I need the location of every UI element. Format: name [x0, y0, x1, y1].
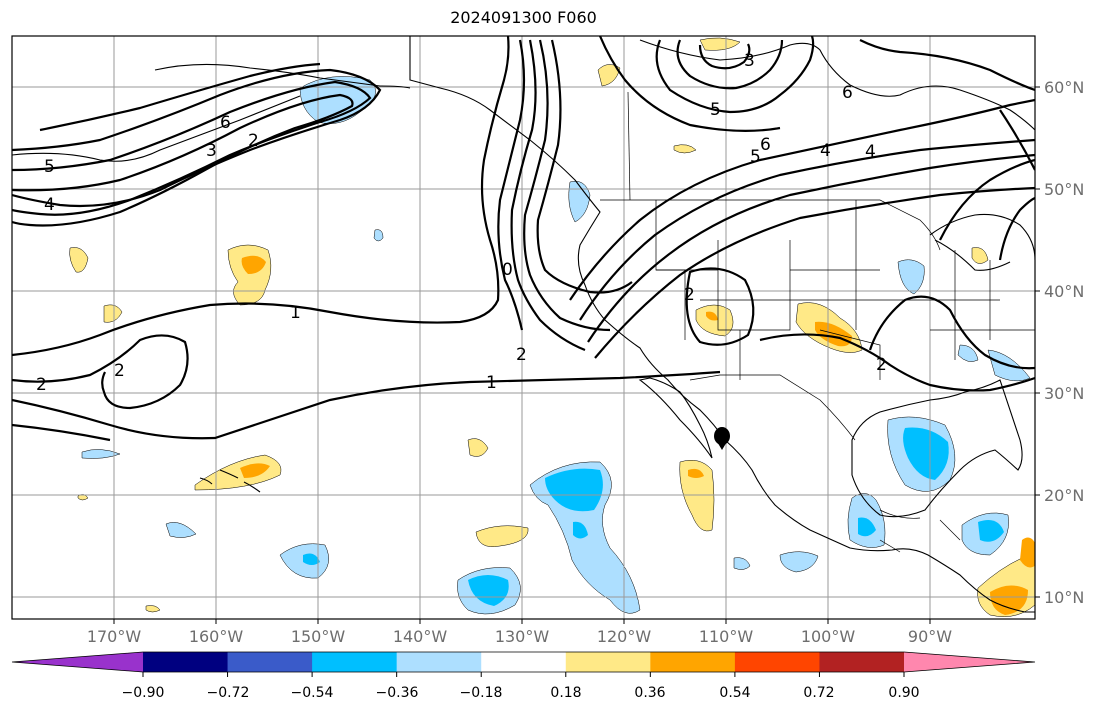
svg-text:2: 2	[684, 285, 695, 305]
colorbar-tick-label: −0.72	[207, 685, 250, 701]
colorbar-tick-label: 0.90	[888, 685, 919, 701]
svg-text:4: 4	[44, 195, 55, 215]
svg-text:2: 2	[36, 375, 47, 395]
svg-text:1: 1	[486, 373, 497, 393]
colorbar-bin	[312, 652, 398, 672]
colorbar-bin	[565, 652, 651, 672]
svg-text:5: 5	[710, 100, 721, 120]
colorbar-bin	[227, 652, 313, 672]
contours	[12, 36, 1035, 442]
lon-label: 140°W	[393, 627, 448, 646]
svg-text:2: 2	[516, 345, 527, 365]
lon-label: 150°W	[291, 627, 346, 646]
lat-axis: 60°N 50°N 40°N 30°N 20°N 10°N	[1035, 78, 1084, 607]
colorbar-bin	[650, 652, 736, 672]
colorbar-extend-high	[904, 652, 1035, 672]
colorbar-tick-label: −0.36	[376, 685, 419, 701]
svg-text:4: 4	[820, 141, 831, 161]
svg-text:5: 5	[750, 147, 761, 167]
svg-text:3: 3	[206, 141, 217, 161]
contour-labels: 6 5 4 3 2 1 6 5 4 3 2 1 2 2 5 4 6 2 2 0	[36, 51, 887, 395]
colorbar-bin	[143, 652, 229, 672]
lat-label: 20°N	[1044, 486, 1084, 505]
lon-label: 160°W	[189, 627, 244, 646]
svg-text:1: 1	[290, 303, 301, 323]
lon-label: 130°W	[495, 627, 550, 646]
lon-label: 170°W	[87, 627, 142, 646]
colorbar-tick-label: −0.54	[291, 685, 334, 701]
colorbar-bin	[396, 652, 482, 672]
svg-text:6: 6	[220, 113, 231, 133]
lon-axis: 170°W 160°W 150°W 140°W 130°W 120°W 110°…	[87, 619, 952, 646]
colorbar: −0.90 −0.72 −0.54 −0.36 −0.18 0.18 0.36 …	[11, 651, 1036, 701]
lat-label: 60°N	[1044, 78, 1084, 97]
svg-text:2: 2	[248, 131, 259, 151]
lon-label: 120°W	[597, 627, 652, 646]
svg-text:6: 6	[842, 83, 853, 103]
lon-label: 110°W	[699, 627, 754, 646]
colorbar-tick-label: −0.90	[122, 685, 165, 701]
svg-text:6: 6	[760, 135, 771, 155]
svg-text:2: 2	[114, 361, 125, 381]
colorbar-tick-label: 0.54	[719, 685, 750, 701]
svg-text:2: 2	[876, 355, 887, 375]
coastlines	[12, 36, 1035, 613]
colorbar-bin	[734, 652, 820, 672]
colorbar-tick-label: 0.72	[803, 685, 834, 701]
lat-label: 10°N	[1044, 588, 1084, 607]
location-marker	[714, 427, 730, 450]
colorbar-extend-low	[12, 652, 143, 672]
colorbar-tick-label: 0.18	[550, 685, 581, 701]
colorbar-tick-label: −0.18	[460, 685, 503, 701]
map-frame	[11, 35, 1036, 620]
borders	[600, 91, 1035, 553]
svg-text:3: 3	[744, 51, 755, 71]
lat-label: 30°N	[1044, 384, 1084, 403]
svg-text:4: 4	[865, 142, 876, 162]
colorbar-tick-label: 0.36	[634, 685, 665, 701]
svg-text:5: 5	[44, 157, 55, 177]
lat-label: 50°N	[1044, 180, 1084, 199]
lon-label: 100°W	[801, 627, 856, 646]
lat-label: 40°N	[1044, 282, 1084, 301]
lon-label: 90°W	[908, 627, 952, 646]
svg-text:0: 0	[502, 260, 513, 280]
map-title: 2024091300 F060	[450, 8, 597, 27]
colorbar-bin	[819, 652, 905, 672]
colorbar-bin	[481, 652, 567, 672]
